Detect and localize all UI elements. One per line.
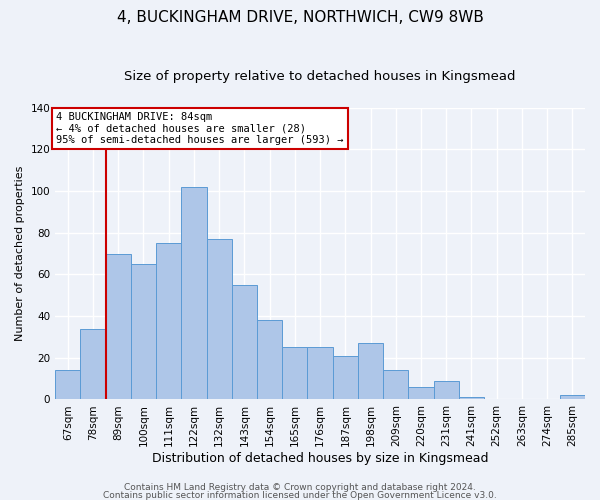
Bar [106,254,131,400]
Bar [55,370,80,400]
Bar [434,380,459,400]
Bar [257,320,282,400]
Text: Contains public sector information licensed under the Open Government Licence v3: Contains public sector information licen… [103,490,497,500]
Bar [307,348,332,400]
X-axis label: Distribution of detached houses by size in Kingsmead: Distribution of detached houses by size … [152,452,488,465]
Bar [459,398,484,400]
Text: Contains HM Land Registry data © Crown copyright and database right 2024.: Contains HM Land Registry data © Crown c… [124,484,476,492]
Bar [156,243,181,400]
Text: 4 BUCKINGHAM DRIVE: 84sqm
← 4% of detached houses are smaller (28)
95% of semi-d: 4 BUCKINGHAM DRIVE: 84sqm ← 4% of detach… [56,112,344,145]
Bar [560,396,585,400]
Y-axis label: Number of detached properties: Number of detached properties [15,166,25,342]
Title: Size of property relative to detached houses in Kingsmead: Size of property relative to detached ho… [124,70,516,83]
Bar [80,328,106,400]
Bar [181,187,206,400]
Bar [332,356,358,400]
Text: 4, BUCKINGHAM DRIVE, NORTHWICH, CW9 8WB: 4, BUCKINGHAM DRIVE, NORTHWICH, CW9 8WB [116,10,484,25]
Bar [358,343,383,400]
Bar [206,239,232,400]
Bar [131,264,156,400]
Bar [232,285,257,400]
Bar [383,370,409,400]
Bar [282,348,307,400]
Bar [409,387,434,400]
